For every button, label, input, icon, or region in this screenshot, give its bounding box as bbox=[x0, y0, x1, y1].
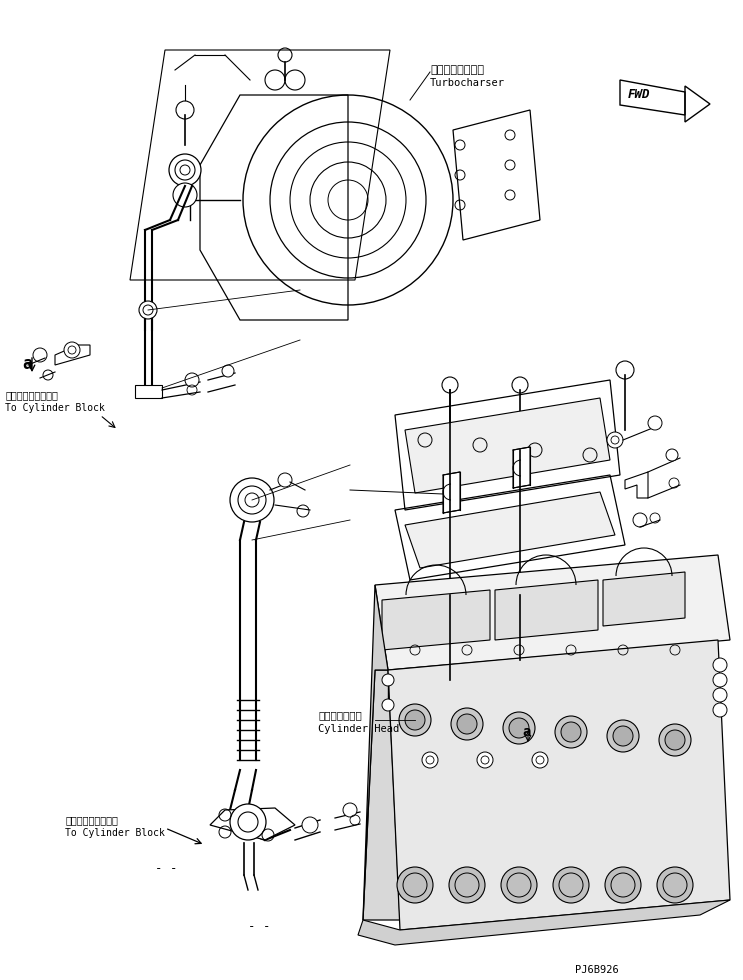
Polygon shape bbox=[382, 590, 490, 650]
Circle shape bbox=[503, 712, 535, 744]
Circle shape bbox=[449, 867, 485, 903]
Circle shape bbox=[169, 154, 201, 186]
Polygon shape bbox=[135, 385, 162, 398]
Text: シリンダブロックへ: シリンダブロックへ bbox=[5, 390, 58, 400]
Circle shape bbox=[657, 867, 693, 903]
Circle shape bbox=[422, 752, 438, 768]
Text: ターボチャージャ: ターボチャージャ bbox=[430, 65, 484, 75]
Circle shape bbox=[510, 440, 530, 460]
Circle shape bbox=[397, 867, 433, 903]
Text: To Cylinder Block: To Cylinder Block bbox=[65, 828, 165, 838]
Circle shape bbox=[713, 658, 727, 672]
Circle shape bbox=[185, 373, 199, 387]
Circle shape bbox=[64, 342, 80, 358]
Circle shape bbox=[607, 432, 623, 448]
Circle shape bbox=[230, 804, 266, 840]
Polygon shape bbox=[358, 900, 730, 945]
Polygon shape bbox=[443, 472, 460, 513]
Polygon shape bbox=[210, 808, 295, 840]
Polygon shape bbox=[513, 447, 530, 488]
Circle shape bbox=[173, 183, 197, 207]
Polygon shape bbox=[405, 398, 610, 493]
Circle shape bbox=[278, 473, 292, 487]
Circle shape bbox=[648, 416, 662, 430]
Circle shape bbox=[457, 714, 477, 734]
Circle shape bbox=[713, 703, 727, 717]
Circle shape bbox=[477, 752, 493, 768]
Circle shape bbox=[230, 478, 274, 522]
Text: - -: - - bbox=[248, 920, 270, 933]
Text: a: a bbox=[22, 355, 32, 373]
Text: Turbocharser: Turbocharser bbox=[430, 78, 505, 88]
Circle shape bbox=[302, 817, 318, 833]
Circle shape bbox=[440, 460, 460, 480]
Polygon shape bbox=[495, 580, 598, 640]
Circle shape bbox=[451, 708, 483, 740]
Circle shape bbox=[382, 699, 394, 711]
Circle shape bbox=[665, 730, 685, 750]
Circle shape bbox=[666, 449, 678, 461]
Polygon shape bbox=[363, 670, 400, 920]
Text: PJ6B926: PJ6B926 bbox=[575, 965, 619, 975]
Circle shape bbox=[633, 513, 647, 527]
Circle shape bbox=[605, 867, 641, 903]
Circle shape bbox=[613, 726, 633, 746]
Circle shape bbox=[553, 867, 589, 903]
Circle shape bbox=[607, 720, 639, 752]
Circle shape bbox=[343, 803, 357, 817]
Polygon shape bbox=[375, 555, 730, 670]
Circle shape bbox=[399, 704, 431, 736]
Text: - -: - - bbox=[155, 862, 178, 875]
Polygon shape bbox=[363, 585, 388, 920]
Circle shape bbox=[509, 718, 529, 738]
Circle shape bbox=[659, 724, 691, 756]
Text: Cylinder Head: Cylinder Head bbox=[318, 724, 399, 734]
Circle shape bbox=[713, 673, 727, 687]
Text: シリンダヘッド: シリンダヘッド bbox=[318, 710, 362, 720]
Circle shape bbox=[222, 365, 234, 377]
Circle shape bbox=[139, 301, 157, 319]
Circle shape bbox=[405, 710, 425, 730]
Text: To Cylinder Block: To Cylinder Block bbox=[5, 403, 105, 413]
Polygon shape bbox=[603, 572, 685, 626]
Circle shape bbox=[713, 688, 727, 702]
Circle shape bbox=[555, 716, 587, 748]
Text: シリンダブロックへ: シリンダブロックへ bbox=[65, 815, 118, 825]
Circle shape bbox=[532, 752, 548, 768]
Text: a: a bbox=[522, 725, 531, 739]
Circle shape bbox=[561, 722, 581, 742]
Polygon shape bbox=[388, 640, 730, 930]
Circle shape bbox=[501, 867, 537, 903]
Polygon shape bbox=[405, 492, 615, 568]
Circle shape bbox=[382, 674, 394, 686]
Text: FWD: FWD bbox=[628, 88, 651, 101]
